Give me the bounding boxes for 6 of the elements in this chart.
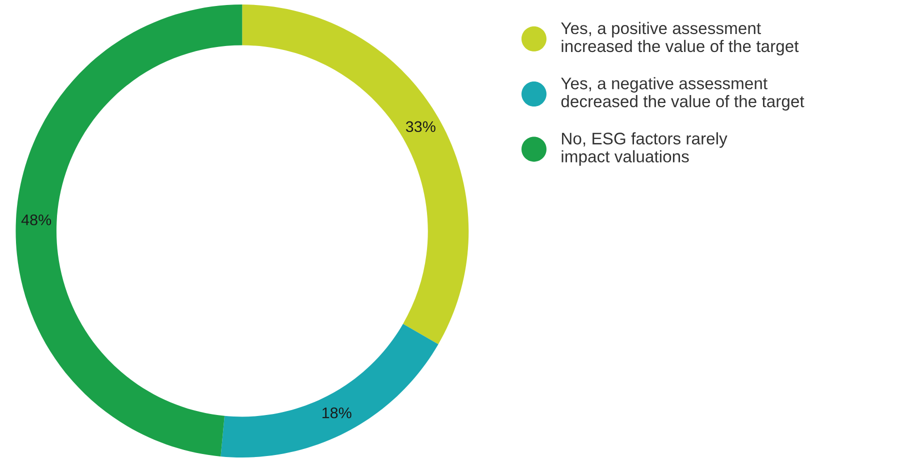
legend-label: No, ESG factors rarely impact valuations (562, 132, 728, 166)
legend-label: Yes, a negative assessment decreased the value of the target (561, 77, 804, 111)
data-label: 18% (322, 407, 352, 418)
legend-label: Yes, a positive assessment increased the value of the target (561, 22, 799, 56)
data-label: 33% (406, 121, 436, 132)
data-label: 48% (21, 214, 52, 226)
